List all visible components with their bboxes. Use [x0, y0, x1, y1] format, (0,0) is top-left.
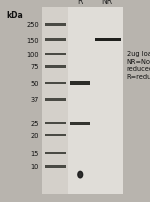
Bar [45, 99, 66, 101]
Text: 2ug loading
NR=Non-
reduced
R=reduced: 2ug loading NR=Non- reduced R=reduced [127, 50, 150, 80]
Bar [45, 83, 66, 85]
Text: 50: 50 [30, 81, 39, 87]
Text: NR: NR [102, 0, 113, 6]
Bar [70, 122, 90, 125]
Text: 250: 250 [26, 22, 39, 28]
Bar [45, 165, 66, 168]
Text: 150: 150 [26, 37, 39, 43]
Text: R: R [78, 0, 83, 6]
Text: 15: 15 [31, 150, 39, 157]
Text: 25: 25 [30, 121, 39, 127]
Text: 37: 37 [31, 97, 39, 103]
Text: kDa: kDa [6, 11, 23, 20]
Bar [45, 134, 66, 137]
Bar [45, 24, 66, 26]
Bar [68, 8, 92, 194]
Text: 20: 20 [30, 132, 39, 138]
Bar [42, 8, 68, 194]
Bar [45, 152, 66, 155]
Bar [94, 39, 121, 42]
Bar [45, 66, 66, 68]
Text: 10: 10 [31, 164, 39, 170]
Circle shape [78, 171, 83, 178]
Bar [70, 82, 90, 86]
Text: 100: 100 [26, 52, 39, 58]
Bar [42, 8, 123, 194]
Bar [45, 122, 66, 125]
Bar [92, 8, 123, 194]
Bar [45, 39, 66, 42]
Text: 75: 75 [30, 64, 39, 70]
Bar [45, 53, 66, 56]
